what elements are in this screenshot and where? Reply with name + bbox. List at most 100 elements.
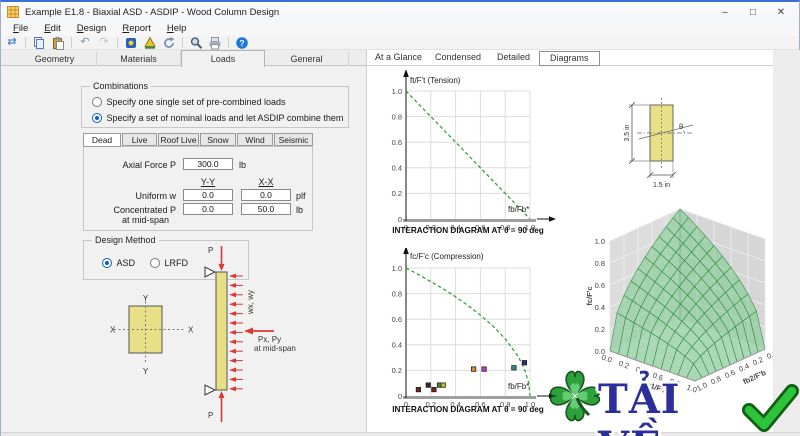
combinations-title: Combinations — [90, 81, 152, 91]
radio-lrfd[interactable] — [150, 257, 160, 268]
svg-text:0.8: 0.8 — [392, 112, 402, 121]
svg-text:0.6: 0.6 — [723, 368, 736, 381]
svg-text:0.6: 0.6 — [392, 315, 402, 324]
svg-text:0.8: 0.8 — [392, 289, 402, 298]
zoom-preview-icon[interactable] — [188, 36, 204, 49]
point-load-label2: at mid-span — [254, 344, 296, 353]
svg-text:fb/Fb*: fb/Fb* — [508, 205, 529, 214]
load-tab-seismic[interactable]: Seismic — [274, 133, 313, 146]
loads-input-panel: Combinations Specify one single set of p… — [1, 66, 366, 432]
radio-asd[interactable] — [102, 257, 112, 268]
svg-text:0.4: 0.4 — [392, 341, 402, 350]
svg-text:0.4: 0.4 — [737, 361, 750, 374]
svg-text:0.8: 0.8 — [595, 259, 605, 268]
menu-file[interactable]: File — [13, 23, 29, 34]
input-tab-bar: Geometry Materials Loads General — [1, 50, 366, 67]
column-sketch: P P wx, wy Px, Py at mid-span — [204, 246, 296, 422]
menu-help[interactable]: Help — [166, 23, 187, 34]
print-icon[interactable] — [207, 36, 223, 49]
tab-loads[interactable]: Loads — [181, 50, 265, 67]
uniform-yy-input[interactable] — [183, 189, 233, 201]
concentrated-xx-input[interactable] — [241, 203, 291, 215]
load-tab-roof-live[interactable]: Roof Live — [158, 133, 199, 146]
load-tab-snow[interactable]: Snow — [200, 133, 236, 146]
svg-text:0.8: 0.8 — [668, 377, 681, 389]
menu-design[interactable]: Design — [76, 23, 107, 34]
window-bottom-edge — [1, 432, 800, 436]
title-bar: Example E1.8 - Biaxial ASD - ASDIP - Woo… — [1, 2, 799, 22]
column-bar — [215, 271, 228, 391]
axis-label-y-top: Y — [143, 294, 149, 303]
menu-edit[interactable]: Edit — [44, 23, 61, 34]
redo-icon[interactable]: ↷ — [99, 36, 109, 48]
watermark-text: TẢI VỀ — [598, 376, 681, 436]
menu-report[interactable]: Report — [122, 23, 151, 34]
help-icon[interactable]: ? — [234, 36, 250, 49]
svg-text:0.4: 0.4 — [450, 223, 460, 232]
axis-label-x-left: X — [110, 326, 116, 335]
axis-label-x-right: X — [188, 326, 194, 335]
svg-text:INTERACTION DIAGRAM AT θ = 90: INTERACTION DIAGRAM AT θ = 90 deg — [392, 405, 544, 414]
tab-geometry[interactable]: Geometry — [13, 52, 97, 66]
tab-materials[interactable]: Materials — [97, 52, 181, 66]
tab-general[interactable]: General — [265, 52, 349, 66]
load-tab-live[interactable]: Live — [122, 133, 157, 146]
support-bottom-icon — [204, 384, 217, 396]
svg-text:0.2: 0.2 — [751, 355, 764, 368]
load-tab-wind[interactable]: Wind — [237, 133, 273, 146]
svg-text:0.6: 0.6 — [392, 138, 402, 147]
toolbar-separator — [71, 37, 72, 48]
paste-icon[interactable] — [50, 36, 66, 50]
svg-text:0.2: 0.2 — [595, 325, 605, 334]
height-dim-label: 3.5 in — [624, 124, 631, 141]
refresh-icon[interactable] — [161, 36, 177, 49]
svg-text:1.0: 1.0 — [695, 380, 708, 393]
load-tab-dead[interactable]: Dead — [83, 133, 121, 147]
svg-text:1.0: 1.0 — [525, 400, 535, 409]
tab-detailed[interactable]: Detailed — [497, 52, 531, 62]
svg-text:1.0: 1.0 — [595, 237, 605, 246]
loads-form: Axial Force P lb Y-Y X-X Uniform w plf C… — [83, 146, 313, 231]
combo-option-precombined[interactable]: Specify one single set of pre-combined l… — [92, 93, 286, 111]
tab-diagrams[interactable]: Diagrams — [539, 51, 600, 66]
copy-icon[interactable] — [31, 36, 47, 49]
toolbar-separator — [182, 37, 183, 48]
concentrated-yy-input[interactable] — [183, 203, 233, 215]
design-method-lrfd[interactable]: LRFD — [150, 254, 188, 272]
uniform-xx-input[interactable] — [241, 189, 291, 201]
svg-text:0.6: 0.6 — [651, 371, 664, 383]
svg-text:0: 0 — [398, 215, 402, 224]
axial-force-label: Axial Force P — [122, 160, 176, 170]
maximize-button[interactable]: □ — [749, 6, 757, 18]
svg-text:0.0: 0.0 — [600, 353, 613, 365]
biaxial-surface-chart: 0.00.20.40.60.81.00.00.20.40.60.81.00.00… — [585, 208, 779, 395]
minimize-button[interactable]: – — [722, 6, 728, 18]
tab-at-a-glance[interactable]: At a Glance — [375, 52, 423, 62]
design-method-group: Design Method ASD LRFD — [83, 235, 249, 280]
svg-text:0.8: 0.8 — [709, 374, 722, 387]
col-header-yy: Y-Y — [200, 177, 216, 187]
close-button[interactable]: ✕ — [776, 6, 786, 18]
svg-text:1.0: 1.0 — [392, 87, 402, 96]
compression-interaction-chart: 0 0.2 0.4 0.6 0.8 1.0 0 0.2 0.4 0.6 0.8 1.0 fc/F'c (… — [392, 248, 556, 414]
svg-text:0.6: 0.6 — [595, 281, 605, 290]
radio-nominal[interactable] — [92, 112, 102, 123]
tab-condensed[interactable]: Condensed — [435, 52, 482, 62]
svg-text:1.0: 1.0 — [392, 264, 402, 273]
combo-option-nominal[interactable]: Specify a set of nominal loads and let A… — [92, 109, 343, 127]
axial-unit: lb — [239, 160, 247, 170]
svg-text:0.4: 0.4 — [634, 365, 647, 377]
design-method-asd[interactable]: ASD — [102, 254, 135, 272]
svg-text:ft/F't (Tension): ft/F't (Tension) — [410, 76, 461, 85]
axial-force-input[interactable] — [183, 158, 233, 170]
level-icon[interactable] — [142, 36, 158, 49]
p-bottom-label: P — [208, 411, 213, 420]
undo-icon[interactable]: ↶ — [80, 36, 90, 48]
sync-icon[interactable]: ⇄ — [7, 36, 17, 48]
svg-text:0.4: 0.4 — [595, 303, 605, 312]
design-method-title: Design Method — [92, 235, 159, 245]
radio-precombined[interactable] — [92, 96, 102, 107]
svg-text:0.8: 0.8 — [500, 223, 510, 232]
design-block-icon[interactable] — [123, 36, 139, 49]
